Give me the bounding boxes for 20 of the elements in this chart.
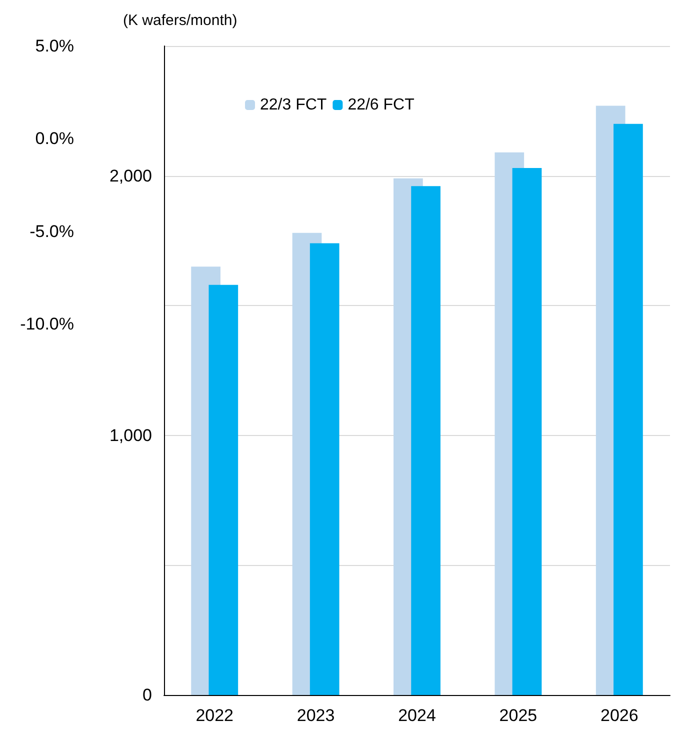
bar [512,168,542,695]
y2-tick-label: 5.0% [35,36,74,56]
y2-tick-label: 0.0% [35,129,74,148]
x-tick-label: 2022 [196,706,234,725]
y-tick-label: 2,000 [109,166,152,186]
x-tick-label: 2025 [499,706,538,725]
y-tick-label: 0 [142,686,152,704]
y2-tick-label: -5.0% [30,222,74,241]
y-tick-label: 1,000 [109,426,152,445]
y-axis-title: (K wafers/month) [123,12,238,29]
bar [310,243,340,695]
x-tick-label: 2024 [398,706,436,725]
bar [614,124,643,695]
x-tick-label: 2023 [296,706,335,725]
bar [208,284,238,695]
legend-label: 22/6 FCT [348,96,415,114]
legend-label: 22/3 FCT [260,96,327,114]
y2-tick-label: -10.0% [20,314,74,334]
bar [411,186,440,695]
x-tick-label: 2026 [600,706,638,725]
